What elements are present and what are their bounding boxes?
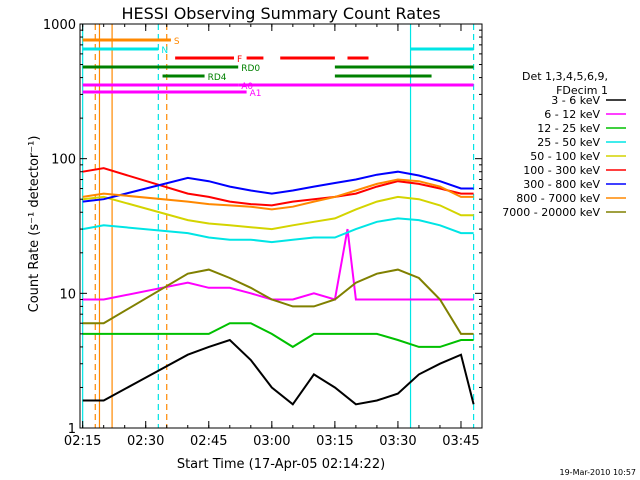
x-tick-label-2: 02:45 [190, 434, 227, 449]
flag-label-f: F [237, 55, 242, 65]
series-line-5 [82, 167, 474, 207]
legend-label-8: 7000 - 20000 keV [502, 206, 600, 219]
y-tick-label-0: 1 [68, 422, 76, 437]
flag-label-rd0: RD0 [241, 64, 260, 74]
legend-label-2: 12 - 25 keV [537, 122, 600, 135]
flag-label-a1: A1 [250, 89, 262, 99]
x-tick-label-3: 03:00 [253, 434, 290, 449]
legend-label-0: 3 - 6 keV [551, 94, 600, 107]
series-line-4 [82, 195, 474, 231]
flag-label-a0: A0 [241, 82, 253, 92]
legend-header-0: Det 1,3,4,5,6,9, [522, 70, 608, 83]
axis-ticks-group: 02:15 02:30 02:45 03:00 03:15 03:30 03:45 1 10 10… [43, 18, 483, 449]
x-tick-label-6: 03:45 [442, 434, 479, 449]
series-group [82, 167, 475, 406]
legend-label-4: 50 - 100 keV [530, 150, 600, 163]
legend-header-1: FDecim 1 [556, 84, 608, 97]
x-tick-label-0: 02:15 [64, 434, 101, 449]
x-tick-label-4: 03:15 [316, 434, 353, 449]
flag-label-n: N [161, 46, 168, 56]
series-line-7 [82, 178, 474, 211]
legend-label-5: 100 - 300 keV [523, 164, 600, 177]
series-line-2 [82, 322, 474, 349]
y-tick-label-2: 100 [51, 153, 76, 168]
x-axis-label: Start Time (17-Apr-05 02:14:22) [177, 457, 385, 472]
legend-label-7: 800 - 7000 keV [516, 192, 600, 205]
chart-title: HESSI Observing Summary Count Rates [121, 4, 440, 23]
legend-label-6: 300 - 800 keV [523, 178, 600, 191]
x-tick-label-5: 03:30 [379, 434, 416, 449]
y-tick-label-3: 1000 [43, 18, 76, 33]
legend-label-1: 6 - 12 keV [544, 108, 600, 121]
series-line-3 [82, 217, 474, 244]
flag-label-s: S [174, 37, 180, 47]
x-tick-label-1: 02:30 [127, 434, 164, 449]
y-axis-label: Count Rate (s⁻¹ detector⁻¹) [27, 136, 42, 313]
legend-label-3: 25 - 50 keV [537, 136, 600, 149]
footer-timestamp: 19-Mar-2010 10:57 [560, 468, 637, 477]
y-tick-label-1: 10 [59, 287, 76, 302]
series-line-1 [82, 228, 474, 301]
series-line-0 [82, 338, 475, 406]
flag-label-rd4: RD4 [208, 73, 227, 83]
series-line-6 [82, 170, 474, 203]
plot-frame [79, 23, 483, 429]
series-line-8 [82, 268, 474, 335]
